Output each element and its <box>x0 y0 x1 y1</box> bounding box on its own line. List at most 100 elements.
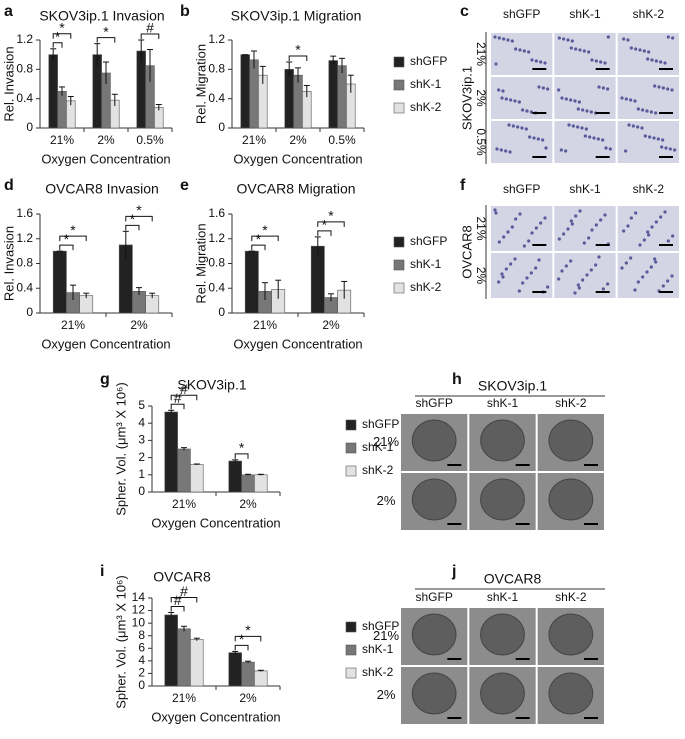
significance-bracket <box>52 33 72 39</box>
stained-cell <box>596 137 600 141</box>
stained-cell <box>567 123 571 127</box>
stained-cell <box>493 208 497 212</box>
column-label: shK-1 <box>569 182 601 196</box>
group-label: OVCAR8 <box>484 571 542 587</box>
bar <box>154 107 164 129</box>
stained-cell <box>648 135 652 139</box>
stained-cell <box>603 61 607 65</box>
micrograph <box>617 206 679 251</box>
stained-cell <box>494 211 498 215</box>
stained-cell <box>569 98 573 102</box>
stained-cell <box>532 136 536 140</box>
bar <box>284 69 294 129</box>
stained-cell <box>670 88 674 92</box>
stained-cell <box>624 97 628 101</box>
y-axis-label: Rel. Migration <box>193 44 208 124</box>
stained-cell <box>652 136 656 140</box>
stained-cell <box>509 262 513 266</box>
legend-label: shK-2 <box>362 463 394 477</box>
significance-label: * <box>322 217 328 233</box>
x-tick-label: 21% <box>61 318 85 332</box>
stained-cell <box>650 225 654 229</box>
bar <box>228 460 242 493</box>
significance-label: # <box>174 390 182 406</box>
y-tick-label: 2 <box>138 450 145 464</box>
legend-label: shK-2 <box>362 665 394 679</box>
stained-cell <box>557 88 561 92</box>
stained-cell <box>629 216 633 220</box>
x-axis-label: Oxygen Concentration <box>233 151 362 166</box>
stained-cell <box>520 126 524 130</box>
y-tick-label: 0 <box>138 484 145 498</box>
chart-title: OVCAR8 <box>153 569 211 585</box>
stained-cell <box>524 127 528 131</box>
legend-label: shK-1 <box>410 77 442 91</box>
bar <box>164 411 178 493</box>
stained-cell <box>585 109 589 113</box>
stained-cell <box>645 109 649 113</box>
column-label: shK-2 <box>633 182 665 196</box>
column-label: shK-1 <box>487 396 519 410</box>
stained-cell <box>620 96 624 100</box>
stained-cell <box>544 146 548 150</box>
legend-label: shGFP <box>362 619 399 633</box>
y-tick-label: 0.4 <box>208 280 225 294</box>
stained-cell <box>529 110 533 114</box>
column-label: shGFP <box>503 182 540 196</box>
stained-cell <box>510 225 514 229</box>
stained-cell <box>574 214 578 218</box>
significance-bracket <box>234 453 249 459</box>
significance-label: * <box>256 231 262 247</box>
significance-label: * <box>55 29 61 45</box>
stained-cell <box>656 137 660 141</box>
significance-label: * <box>59 20 65 36</box>
y-tick-label: 0 <box>26 305 33 319</box>
legend-swatch <box>393 79 405 91</box>
bar <box>228 652 242 687</box>
stained-cell <box>541 138 545 142</box>
stained-cell <box>636 125 640 129</box>
x-axis-label: Oxygen Concentration <box>41 151 170 166</box>
bar <box>328 60 338 129</box>
significance-bracket <box>59 235 87 242</box>
x-tick-label: 2% <box>322 318 340 332</box>
stained-cell <box>502 235 506 239</box>
spheroid <box>480 419 525 462</box>
significance-bracket <box>288 55 308 61</box>
x-tick-label: 21% <box>172 691 196 705</box>
column-label: shGFP <box>503 7 540 21</box>
stained-cell <box>668 147 672 151</box>
stained-cell <box>588 135 592 139</box>
stained-cell <box>666 35 670 39</box>
stained-cell <box>666 87 670 91</box>
stained-cell <box>673 148 677 152</box>
stained-cell <box>671 36 675 40</box>
significance-label: * <box>64 231 70 247</box>
stained-cell <box>670 274 674 278</box>
spheroid <box>480 672 525 715</box>
stained-cell <box>546 285 550 289</box>
micrograph <box>617 253 679 298</box>
column-label: shK-2 <box>555 396 587 410</box>
significance-label: * <box>103 23 109 39</box>
x-axis-label: Oxygen Concentration <box>233 336 362 351</box>
legend-label: shGFP <box>410 234 447 248</box>
significance-label: * <box>245 622 251 638</box>
stained-cell <box>649 110 653 114</box>
stained-cell <box>506 230 510 234</box>
significance-label: # <box>180 381 188 397</box>
legend-swatch <box>345 667 357 679</box>
bar <box>145 295 160 314</box>
y-tick-label: 0.4 <box>208 91 225 105</box>
group-label: SKOV3ip.1 <box>459 66 474 130</box>
spheroid <box>411 478 457 521</box>
significance-label: * <box>295 42 301 58</box>
stained-cell <box>525 109 529 113</box>
stained-cell <box>557 36 561 40</box>
stained-cell <box>629 46 633 50</box>
stained-cell <box>654 111 658 115</box>
stained-cell <box>603 213 607 217</box>
stained-cell <box>564 97 568 101</box>
significance-bracket <box>251 244 266 251</box>
legend-swatch <box>345 442 357 454</box>
